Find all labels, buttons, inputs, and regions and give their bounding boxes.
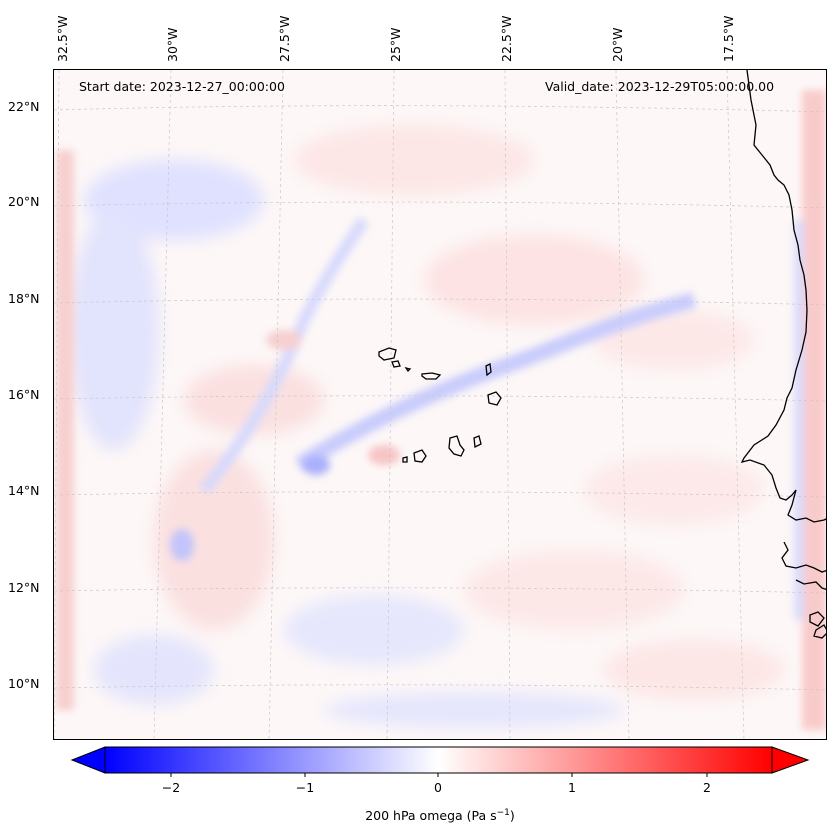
field-blob — [94, 635, 214, 705]
field-blob — [584, 455, 764, 525]
gridline — [54, 70, 60, 739]
graticule — [54, 70, 826, 739]
lat-label-20n: 20°N — [8, 194, 40, 209]
map-panel — [53, 69, 827, 740]
africa-coastline — [740, 70, 826, 523]
gridline — [54, 587, 826, 594]
colorbar-extend-max — [771, 746, 810, 774]
lon-label-27-5w: 27.5°W — [277, 15, 292, 62]
field-blob — [266, 330, 302, 350]
lon-label-17-5w: 17.5°W — [721, 15, 736, 62]
field-blob — [604, 640, 784, 700]
field-blob — [424, 235, 644, 325]
cb-tick-2: 2 — [703, 780, 711, 795]
omega-field-contours — [56, 90, 826, 730]
colorbar-label-close: ) — [509, 808, 515, 824]
gridline — [54, 298, 826, 306]
lon-label-22-5w: 22.5°W — [499, 15, 514, 62]
island-maio — [473, 435, 482, 448]
gridline — [726, 70, 745, 739]
africa-coastline — [813, 624, 826, 639]
gridline — [504, 70, 511, 739]
gridline — [153, 70, 172, 739]
gridline — [54, 491, 826, 498]
field-blob — [302, 455, 330, 475]
field-blob — [184, 365, 324, 435]
africa-coastline — [795, 579, 826, 591]
island-fogo — [413, 449, 427, 463]
colorbar-label-exponent: −1 — [496, 808, 510, 818]
colorbar — [70, 746, 810, 777]
island-santo-antao — [378, 347, 397, 361]
field-blob — [170, 529, 194, 561]
island-brava — [402, 456, 408, 463]
gridline — [386, 70, 395, 739]
island-sal — [485, 363, 492, 377]
field-blob — [464, 550, 684, 630]
gridline — [54, 684, 826, 691]
island-boa-vista — [487, 391, 502, 406]
gridline — [615, 70, 630, 739]
field-edge — [56, 150, 74, 710]
cape-verde-islands — [378, 347, 502, 463]
gridline — [54, 105, 826, 113]
gridline — [268, 70, 284, 739]
coastline — [740, 70, 826, 639]
cb-tick-1: 1 — [568, 780, 576, 795]
colorbar-extend-min — [70, 746, 106, 774]
island-santa-luzia — [404, 366, 412, 373]
lon-label-20w: 20°W — [610, 27, 625, 62]
island-santiago — [448, 435, 465, 457]
field-blob — [69, 210, 159, 450]
africa-coastline — [781, 541, 826, 573]
field-band — [294, 292, 696, 472]
cb-tick-neg1: −1 — [295, 780, 315, 795]
omega-field-map — [54, 70, 826, 739]
colorbar-ticks — [170, 773, 708, 777]
field-edge — [794, 220, 804, 620]
field-blob — [154, 450, 274, 630]
lat-label-18n: 18°N — [8, 291, 40, 306]
lon-label-30w: 30°W — [165, 27, 180, 62]
gridline — [54, 201, 826, 209]
gridline — [54, 395, 826, 402]
field-blob — [284, 595, 464, 665]
lat-label-16n: 16°N — [8, 387, 40, 402]
colorbar-label-text: 200 hPa omega (Pa s — [365, 808, 497, 824]
lon-label-25w: 25°W — [388, 27, 403, 62]
field-band — [199, 216, 369, 494]
lat-label-22n: 22°N — [8, 99, 40, 114]
africa-coastline — [809, 611, 825, 627]
colorbar-label: 200 hPa omega (Pa s−1) — [365, 808, 515, 823]
valid-date-label: Valid_date: 2023-12-29T05:00:00.00 — [545, 79, 775, 94]
island-sao-nicolau — [421, 372, 442, 380]
lon-label-32-5w: 32.5°W — [55, 15, 70, 62]
field-blob — [294, 125, 534, 195]
lat-label-12n: 12°N — [8, 580, 40, 595]
cb-tick-0: 0 — [434, 780, 442, 795]
start-date-label: Start date: 2023-12-27_00:00:00 — [79, 79, 285, 94]
field-blob — [368, 445, 400, 465]
lat-label-14n: 14°N — [8, 483, 40, 498]
lat-label-10n: 10°N — [8, 676, 40, 691]
cb-tick-neg2: −2 — [161, 780, 181, 795]
colorbar-body — [104, 746, 773, 774]
field-blob — [324, 692, 624, 728]
island-sao-vicente — [391, 360, 401, 368]
